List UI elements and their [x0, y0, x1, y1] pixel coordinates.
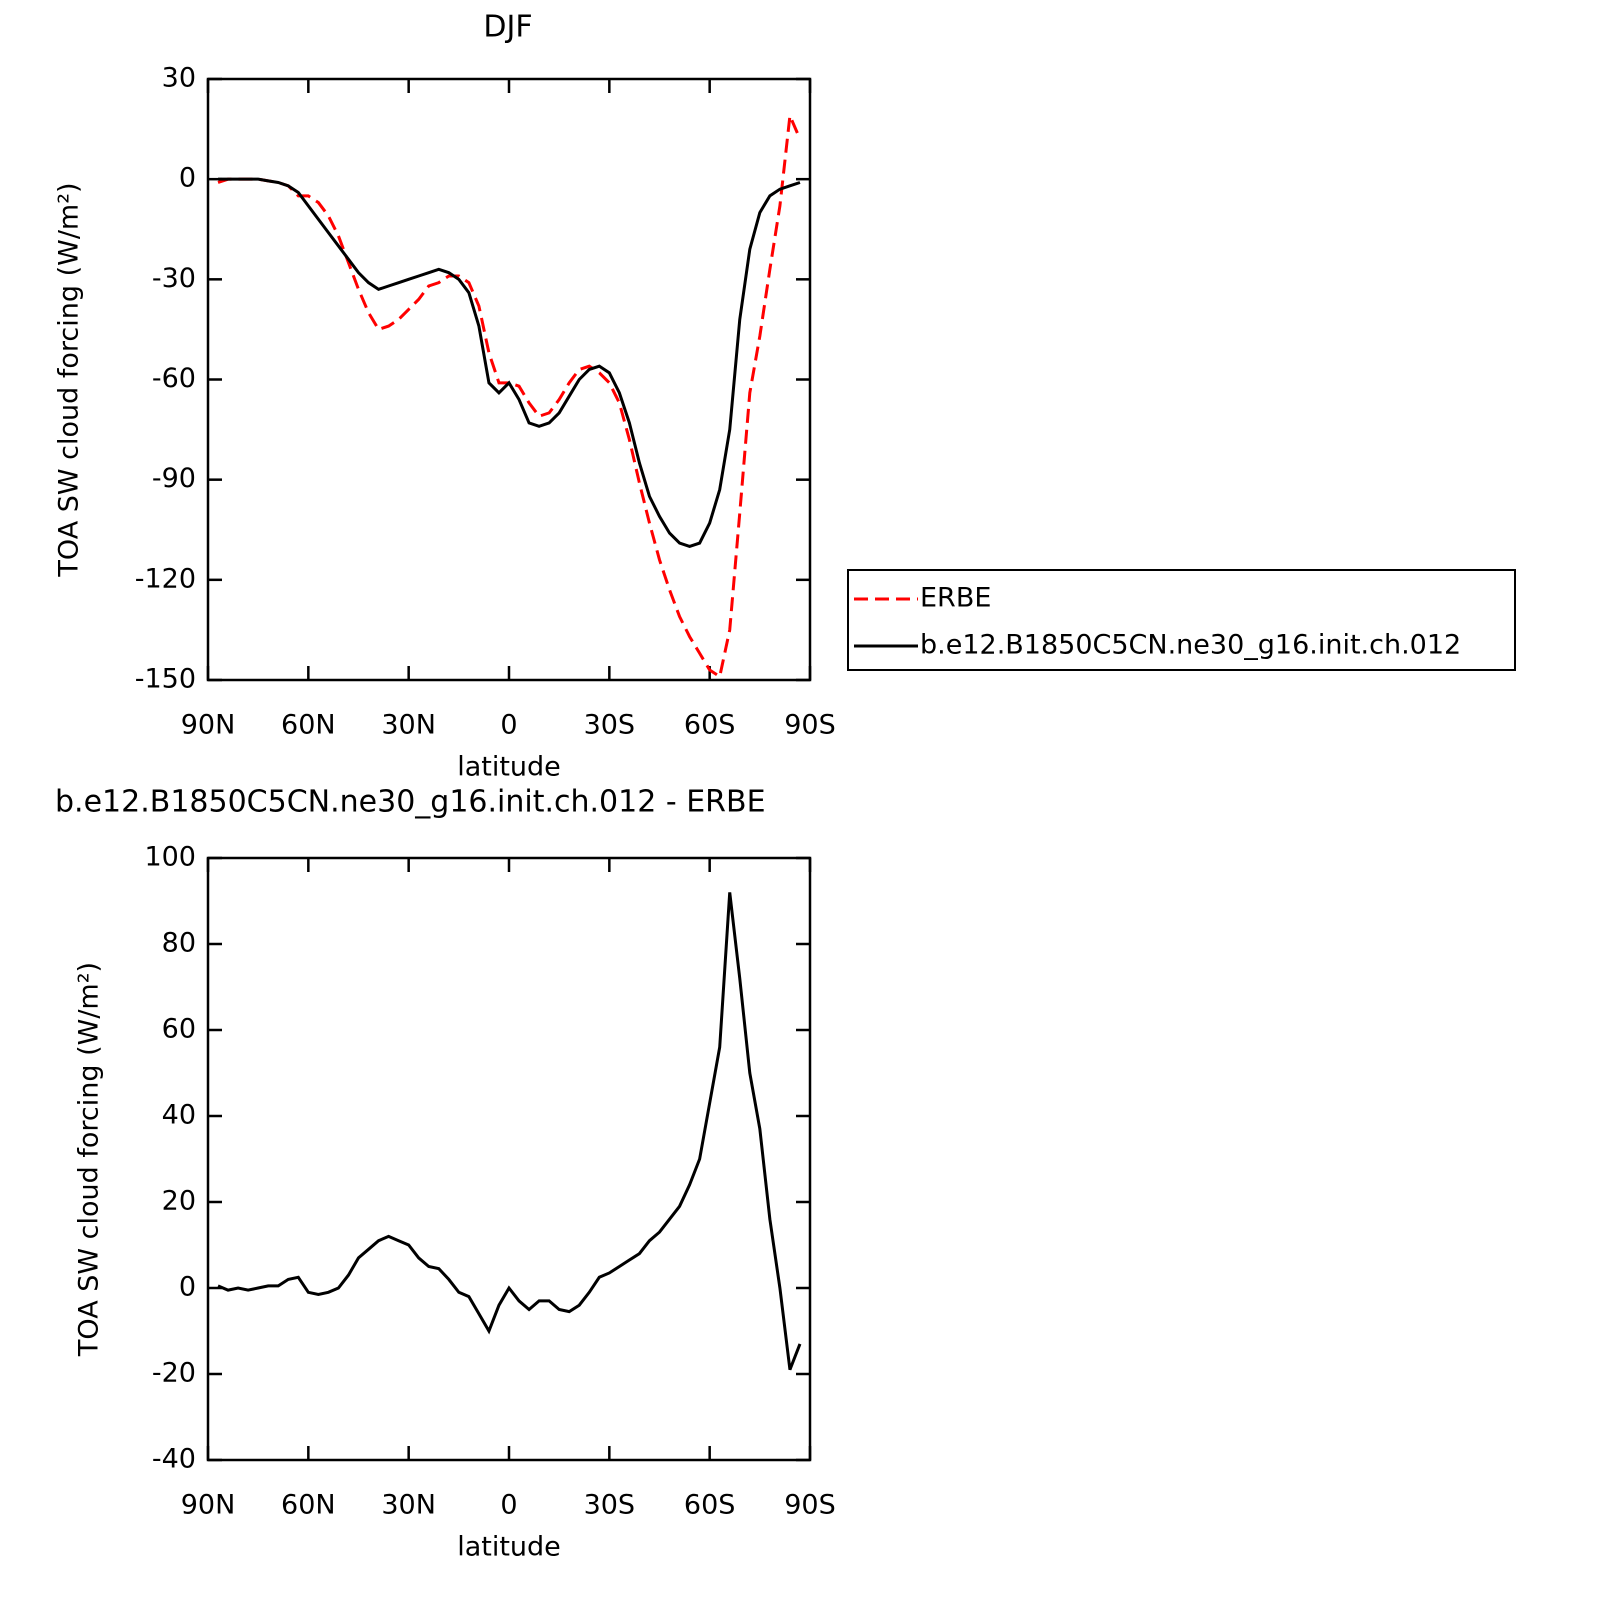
- x-tick-label: 30N: [381, 710, 436, 741]
- y-tick-label: 30: [162, 63, 196, 94]
- y-tick-label: 100: [144, 842, 196, 873]
- legend-label: ERBE: [920, 583, 991, 614]
- y-tick-label: 40: [162, 1100, 196, 1131]
- x-tick-label: 60S: [684, 1490, 736, 1521]
- data-line: [218, 177, 801, 549]
- y-axis-label: TOA SW cloud forcing (W/m²): [54, 182, 85, 577]
- y-tick-label: 0: [179, 1272, 196, 1303]
- y-tick-label: -40: [152, 1444, 196, 1475]
- y-tick-label: 20: [162, 1186, 196, 1217]
- y-axis-label: TOA SW cloud forcing (W/m²): [74, 962, 105, 1357]
- y-tick-label: 0: [179, 163, 196, 194]
- y-tick-label: -150: [135, 664, 196, 695]
- x-tick-label: 90N: [181, 710, 236, 741]
- x-tick-label: 60S: [684, 710, 736, 741]
- x-tick-label: 30S: [584, 710, 636, 741]
- y-tick-label: -30: [152, 263, 196, 294]
- x-tick-label: 0: [500, 710, 517, 741]
- data-line: [217, 109, 802, 680]
- x-tick-label: 30S: [584, 1490, 636, 1521]
- y-tick-label: -60: [152, 363, 196, 394]
- x-tick-label: 90N: [181, 1490, 236, 1521]
- y-tick-label: 80: [162, 928, 196, 959]
- legend-box: [847, 569, 1516, 671]
- x-tick-label: 90S: [784, 1490, 836, 1521]
- legend-label: b.e12.B1850C5CN.ne30_g16.init.ch.012: [920, 630, 1461, 661]
- plot-frame: [206, 856, 812, 1462]
- y-tick-label: 60: [162, 1014, 196, 1045]
- data-line: [217, 892, 802, 1371]
- x-axis-label: latitude: [457, 1532, 561, 1563]
- y-tick-label: -20: [152, 1358, 196, 1389]
- x-axis-label: latitude: [457, 752, 561, 783]
- chart-title: DJF: [483, 10, 532, 45]
- x-tick-label: 30N: [381, 1490, 436, 1521]
- x-tick-label: 60N: [281, 1490, 336, 1521]
- x-tick-label: 0: [500, 1490, 517, 1521]
- x-tick-label: 60N: [281, 710, 336, 741]
- y-tick-label: -120: [135, 563, 196, 594]
- chart-title: b.e12.B1850C5CN.ne30_g16.init.ch.012 - E…: [55, 785, 766, 820]
- plot-frame: [206, 77, 812, 682]
- y-tick-label: -90: [152, 463, 196, 494]
- x-tick-label: 90S: [784, 710, 836, 741]
